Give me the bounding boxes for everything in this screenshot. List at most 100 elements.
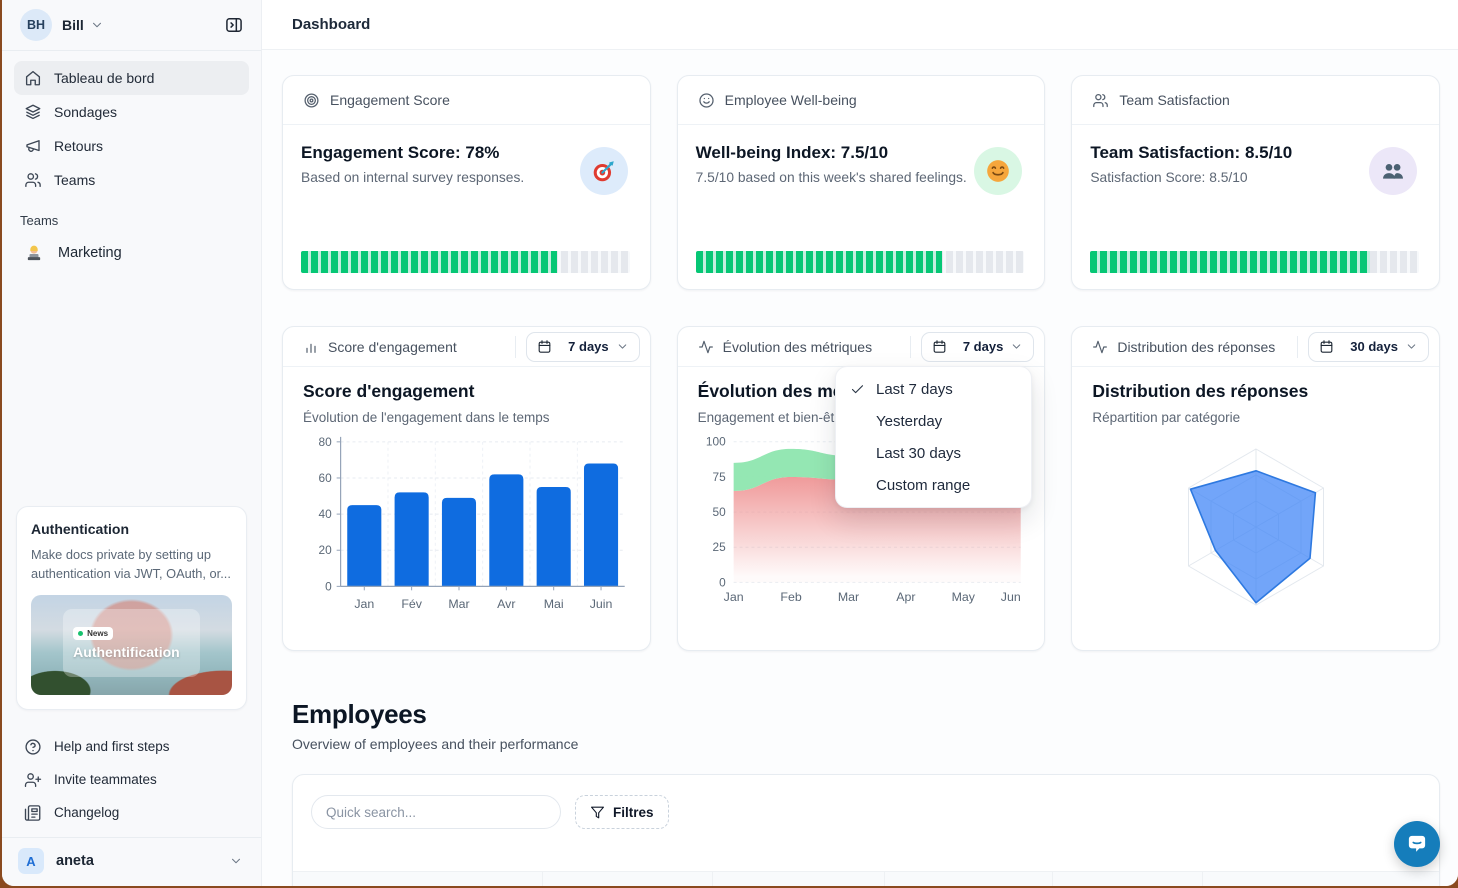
chat-widget-button[interactable] — [1394, 821, 1440, 867]
date-range-label: 7 days — [568, 339, 609, 354]
chevron-down-icon[interactable] — [90, 18, 104, 32]
calendar-icon — [932, 339, 947, 354]
kpi-body: Team Satisfaction: 8.5/10 Satisfaction S… — [1072, 125, 1439, 289]
menu-item-last-30-days[interactable]: Last 30 days — [836, 437, 1031, 469]
svg-text:80: 80 — [319, 435, 333, 449]
column-header-participation[interactable]: Participation — [885, 872, 1053, 886]
kpi-body: Well-being Index: 7.5/10 7.5/10 based on… — [678, 125, 1045, 289]
svg-text:100: 100 — [706, 435, 726, 449]
sidebar-footer-nav: Help and first steps Invite teammates Ch… — [2, 724, 261, 829]
user-name[interactable]: Bill — [62, 17, 84, 33]
promo-description: Make docs private by setting up authenti… — [31, 546, 231, 581]
svg-text:Mar: Mar — [837, 590, 858, 604]
check-icon — [850, 382, 865, 397]
users-icon — [24, 171, 42, 189]
menu-item-yesterday[interactable]: Yesterday — [836, 405, 1031, 437]
collapse-sidebar-button[interactable] — [219, 10, 249, 40]
sidebar-item-retours[interactable]: Retours — [14, 129, 249, 163]
smiley-emoji-icon — [985, 158, 1011, 184]
svg-text:Mar: Mar — [448, 597, 469, 611]
kpi-header-label: Employee Well-being — [724, 92, 857, 108]
target-icon — [303, 92, 320, 109]
filters-label: Filtres — [613, 804, 654, 820]
chart-header-label: Évolution des métriques — [722, 338, 873, 355]
sidebar-item-help[interactable]: Help and first steps — [14, 730, 249, 763]
radar-chart-svg — [1187, 448, 1324, 606]
radar-chart — [1092, 431, 1419, 650]
column-header-team[interactable]: Team — [543, 872, 713, 886]
kpi-emoji-badge — [579, 147, 628, 195]
date-range-button[interactable]: 7 days — [526, 331, 640, 362]
sidebar-item-changelog[interactable]: Changelog — [14, 796, 249, 829]
newspaper-icon — [24, 804, 42, 822]
sidebar-item-teams[interactable]: Teams — [14, 163, 249, 197]
dart-target-emoji-icon — [591, 158, 617, 184]
kpi-header-label: Engagement Score — [330, 92, 450, 108]
svg-text:60: 60 — [319, 471, 333, 485]
kpi-emoji-badge — [1368, 147, 1417, 195]
chat-bubble-icon — [1408, 835, 1426, 852]
smile-icon — [698, 92, 715, 109]
column-header-position[interactable]: Position — [713, 872, 885, 886]
workspace-name: aneta — [56, 853, 94, 869]
svg-text:Jan: Jan — [723, 590, 743, 604]
promo-image[interactable]: News Authentification — [31, 595, 232, 695]
kpi-header-label: Team Satisfaction — [1119, 92, 1230, 108]
svg-text:Feb: Feb — [780, 590, 801, 604]
kpi-title: Well-being Index: 7.5/10 — [695, 143, 889, 162]
svg-text:0: 0 — [719, 575, 726, 589]
engagement-progress-bar — [301, 251, 630, 273]
chart-header-label: Score d'engagement — [328, 338, 457, 355]
date-range-button[interactable]: 7 days — [920, 331, 1035, 362]
chart-card-header: Évolution des métriques 7 days — [677, 327, 1045, 367]
sidebar-item-label: Help and first steps — [54, 739, 170, 754]
menu-item-label: Yesterday — [876, 412, 943, 430]
kpi-card-header: Employee Well-being — [677, 76, 1045, 125]
avatar[interactable]: BH — [20, 9, 52, 41]
column-header-user[interactable]: User — [293, 872, 543, 886]
authentication-promo-card[interactable]: Authentication Make docs private by sett… — [16, 505, 247, 710]
kpi-emoji-badge — [974, 147, 1023, 195]
kpi-subtitle: Based on internal survey responses. — [301, 170, 525, 185]
news-dot-icon — [78, 630, 84, 636]
menu-item-custom-range[interactable]: Custom range — [836, 469, 1031, 501]
filters-button[interactable]: Filtres — [575, 795, 669, 829]
kpi-card-header: Engagement Score — [283, 76, 650, 125]
workspace-switcher[interactable]: A aneta — [2, 837, 261, 886]
panel-collapse-icon — [224, 15, 244, 35]
svg-text:0: 0 — [325, 579, 332, 593]
sidebar-item-tableau-de-bord[interactable]: Tableau de bord — [14, 61, 249, 95]
svg-text:50: 50 — [712, 505, 726, 519]
kpi-card-header: Team Satisfaction — [1072, 76, 1439, 125]
layers-icon — [24, 103, 42, 121]
svg-text:75: 75 — [712, 470, 726, 484]
chart-title: Distribution des réponses — [1092, 381, 1309, 401]
sidebar-nav: Tableau de bord Sondages Retours Teams — [2, 51, 261, 197]
sidebar-item-label: Teams — [54, 172, 96, 188]
sidebar-item-label: Retours — [54, 138, 104, 154]
employees-table-header: User Team Position Participation — [293, 871, 1439, 886]
sidebar-item-sondages[interactable]: Sondages — [14, 95, 249, 129]
promo-image-overlay: News Authentification — [63, 609, 200, 677]
wellbeing-progress-bar — [695, 251, 1025, 273]
news-badge: News — [73, 626, 114, 640]
house-icon — [24, 69, 42, 87]
search-input[interactable] — [311, 795, 561, 829]
users-icon — [1092, 92, 1109, 109]
teams-section-label: Teams — [20, 213, 59, 228]
column-header-performance[interactable]: Performance — [1053, 872, 1203, 886]
sidebar-item-invite-teammates[interactable]: Invite teammates — [14, 763, 249, 796]
bar-chart-svg: 0 20 40 60 80 Jan Fév Mar Avr Mai Juin — [319, 435, 625, 611]
kpi-card-engagement: Engagement Score Engagement Score: 78% B… — [282, 75, 651, 290]
menu-item-last-7-days[interactable]: Last 7 days — [836, 373, 1031, 405]
date-range-button[interactable]: 30 days — [1308, 331, 1429, 362]
check-slot — [850, 382, 876, 397]
promo-title: Authentication — [31, 520, 129, 537]
column-header-tasks[interactable]: Tasks — [1203, 872, 1439, 886]
kpi-card-wellbeing: Employee Well-being Well-being Index: 7.… — [676, 75, 1046, 290]
employees-toolbar: Filtres — [293, 775, 1439, 829]
help-circle-icon — [24, 738, 42, 756]
sidebar-item-marketing[interactable]: Marketing — [2, 236, 261, 270]
kpi-subtitle: 7.5/10 based on this week's shared feeli… — [695, 170, 967, 185]
sidebar-item-label: Sondages — [54, 104, 118, 120]
